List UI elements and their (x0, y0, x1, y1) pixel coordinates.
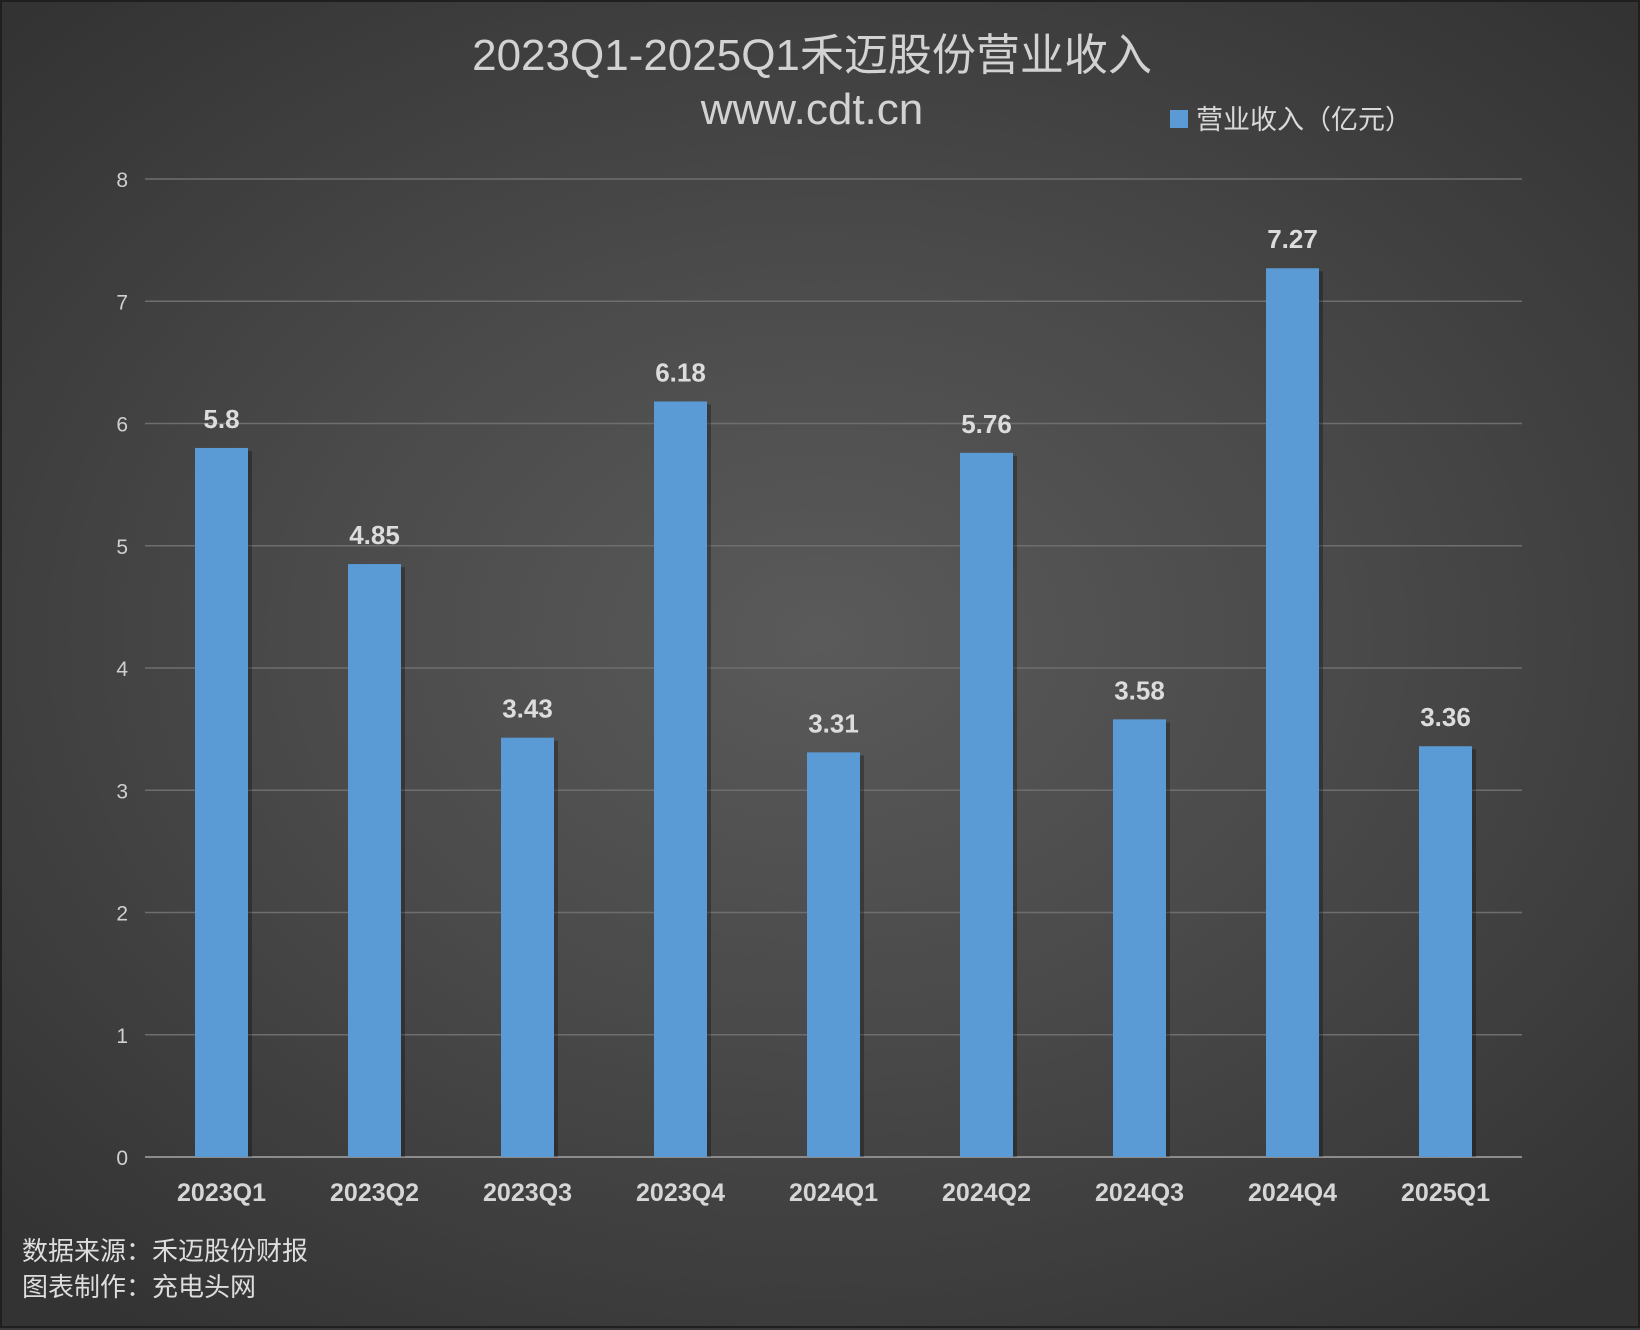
bar-2024Q3 (1113, 719, 1166, 1157)
legend-swatch (1170, 110, 1188, 128)
y-tick-label: 5 (116, 536, 128, 559)
legend-label: 营业收入（亿元） (1196, 105, 1412, 136)
source-note: 数据来源：禾迈股份财报 (22, 1237, 308, 1267)
chart-title: 2023Q1-2025Q1禾迈股份营业收入 (472, 31, 1152, 80)
x-tick-label: 2024Q2 (942, 1179, 1031, 1207)
x-tick-label: 2023Q1 (177, 1179, 266, 1207)
y-tick-label: 7 (116, 291, 128, 314)
bar-2025Q1 (1419, 746, 1472, 1157)
data-labels: 5.8 4.85 3.43 6.18 3.31 5.76 3.58 7.27 3.36 (203, 224, 1470, 738)
data-label-2024Q2: 5.76 (961, 409, 1012, 439)
data-label-2024Q3: 3.58 (1114, 675, 1165, 705)
chart-subtitle: www.cdt.cn (700, 85, 924, 134)
x-tick-label: 2024Q4 (1248, 1179, 1337, 1207)
y-tick-label: 2 (116, 903, 128, 926)
legend: 营业收入（亿元） (1170, 105, 1412, 136)
x-tick-label: 2024Q1 (789, 1179, 878, 1207)
data-label-2023Q4: 6.18 (655, 357, 706, 387)
x-tick-label: 2023Q2 (330, 1179, 419, 1207)
data-label-2023Q2: 4.85 (349, 520, 400, 550)
maker-note: 图表制作：充电头网 (22, 1273, 256, 1303)
data-label-2025Q1: 3.36 (1420, 702, 1471, 732)
bars (195, 268, 1476, 1158)
bar-2024Q4 (1266, 268, 1319, 1157)
bar-2023Q2 (348, 564, 401, 1157)
bar-2024Q2 (960, 452, 1013, 1158)
y-axis-ticks: 0 1 2 3 4 5 6 7 8 (116, 169, 128, 1170)
x-tick-label: 2024Q3 (1095, 1179, 1184, 1207)
y-tick-label: 3 (116, 780, 128, 803)
y-tick-label: 0 (116, 1147, 128, 1170)
data-label-2023Q3: 3.43 (502, 694, 553, 724)
y-tick-label: 8 (116, 169, 128, 192)
y-tick-label: 4 (116, 658, 128, 681)
bar-2024Q1 (807, 752, 860, 1157)
data-label-2023Q1: 5.8 (203, 404, 239, 434)
bar-2023Q3 (501, 737, 554, 1157)
x-axis-ticks: 2023Q1 2023Q2 2023Q3 2023Q4 2024Q1 2024Q2 2024… (177, 1179, 1490, 1207)
x-tick-label: 2025Q1 (1401, 1179, 1490, 1207)
data-label-2024Q4: 7.27 (1267, 224, 1318, 254)
data-label-2024Q1: 3.31 (808, 708, 859, 738)
x-tick-label: 2023Q3 (483, 1179, 572, 1207)
y-tick-label: 6 (116, 414, 128, 437)
y-tick-label: 1 (116, 1025, 128, 1048)
bar-2023Q1 (195, 447, 248, 1157)
x-tick-label: 2023Q4 (636, 1179, 725, 1207)
bar-2023Q4 (654, 401, 707, 1157)
